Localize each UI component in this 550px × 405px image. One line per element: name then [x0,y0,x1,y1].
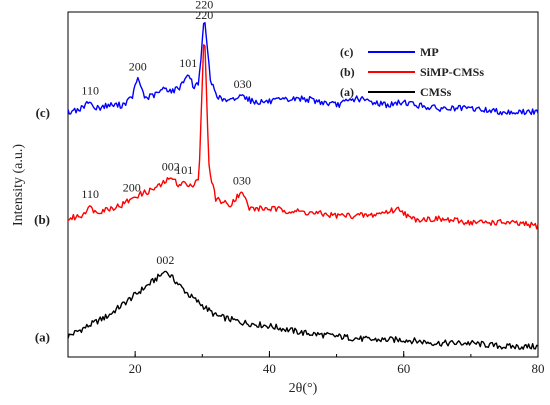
peak-label: 030 [234,77,252,91]
peak-label: 220 [195,8,213,22]
legend: (c) MP (b) SiMP-CMSs (a) CMSs [340,45,484,99]
legend-label: SiMP-CMSs [420,65,484,79]
peak-label: 002 [156,253,174,267]
peak-label: 110 [81,187,99,201]
peak-label: 101 [175,163,193,177]
curve-tag: (a) [35,329,50,344]
peak-label: 200 [129,60,147,74]
curve-tag: (b) [34,212,50,227]
plot-frame [67,11,539,358]
x-tick-label: 20 [129,361,142,376]
peak-label: 220 [195,0,213,11]
y-axis-label: Intensity (a.u.) [11,144,26,226]
x-tick-label: 60 [397,361,410,376]
x-axis-label: 2θ(°) [289,381,318,396]
peak-label: 002 [162,160,180,174]
peak-label: 101 [179,56,197,70]
peak-label: 110 [81,84,99,98]
x-tick-label: 80 [532,361,545,376]
curve-tag: (c) [36,105,50,120]
x-axis-ticks: 20 40 60 80 [67,351,545,376]
peak-label: 200 [123,180,141,194]
series-line-cmss [67,270,539,350]
legend-tag: (a) [340,85,354,99]
peak-label: 030 [233,173,251,187]
series-line-simp-cmss [67,44,539,230]
series-line-mp [67,22,539,116]
legend-tag: (c) [340,45,353,59]
legend-label: MP [420,45,439,59]
legend-tag: (b) [340,65,355,79]
legend-label: CMSs [420,85,452,99]
x-tick-label: 40 [263,361,276,376]
